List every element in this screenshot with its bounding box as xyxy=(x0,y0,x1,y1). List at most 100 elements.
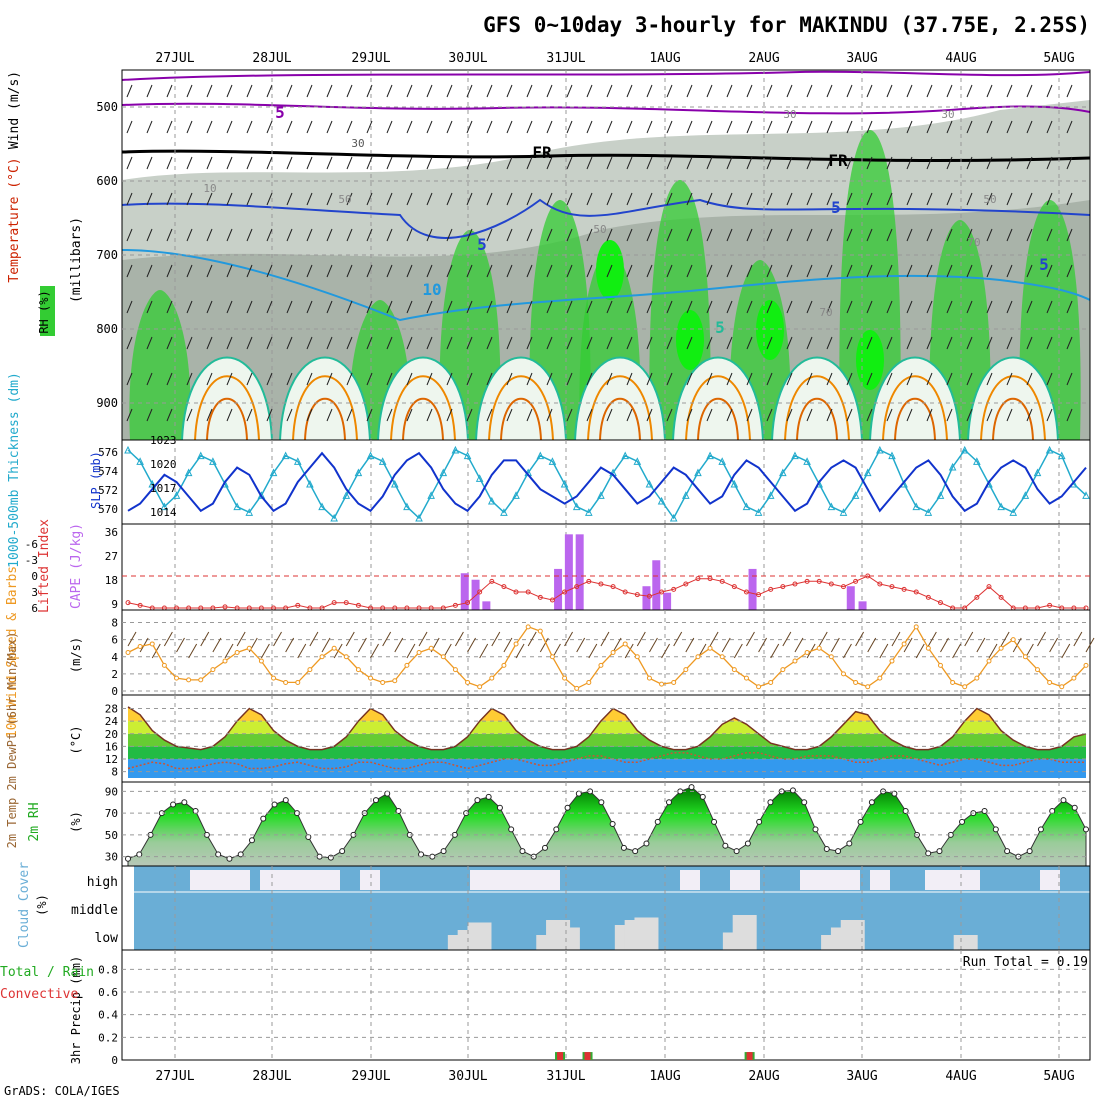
wind-speed-point xyxy=(1034,667,1040,673)
wind-barb xyxy=(846,228,853,242)
high-cloud-gap xyxy=(1040,870,1060,890)
wind-barb xyxy=(146,192,153,206)
wind-barb xyxy=(626,192,633,206)
wind-speed-point xyxy=(125,650,131,655)
wind-barb xyxy=(926,156,933,170)
wind-barb xyxy=(226,372,233,386)
wind-barb xyxy=(226,408,233,422)
wind-barb-10m xyxy=(188,643,198,659)
thickness-tick: 576 xyxy=(98,446,118,459)
cape-frame xyxy=(121,523,1091,611)
wind-barb xyxy=(886,372,893,386)
rh-point xyxy=(496,804,503,811)
wind-barb xyxy=(266,264,273,278)
wind-barb xyxy=(266,120,273,134)
rh-point xyxy=(1026,848,1033,855)
lifted-index-point xyxy=(695,576,701,582)
wind-barb xyxy=(806,192,813,206)
wind-speed-point xyxy=(246,645,252,651)
thickness-point xyxy=(415,513,423,522)
wind-barb xyxy=(966,156,973,170)
thickness-point xyxy=(475,474,484,482)
wind-barb xyxy=(686,372,693,386)
cape-bar xyxy=(554,568,563,610)
wind-barb xyxy=(486,264,493,278)
wind-barb xyxy=(246,372,253,386)
lifted-index-point xyxy=(925,594,931,600)
thickness-point xyxy=(973,457,981,465)
lifted-index-point xyxy=(513,589,519,595)
cape-bar xyxy=(663,592,672,610)
rh-point xyxy=(722,842,729,849)
wind-barb xyxy=(726,264,733,278)
wind-barb xyxy=(886,192,893,206)
wind-barb xyxy=(886,156,893,170)
lifted-index-point xyxy=(986,584,992,590)
lifted-index-point xyxy=(598,581,604,587)
wind-barb xyxy=(346,228,353,242)
thickness-point xyxy=(597,491,605,499)
lifted-index-point xyxy=(792,581,798,587)
wind-barb xyxy=(726,120,733,134)
wind-barb xyxy=(946,408,953,422)
wind-barb xyxy=(866,120,873,134)
wind-barb xyxy=(206,408,213,422)
lifted-index-point xyxy=(731,584,737,590)
wind-barb xyxy=(1026,192,1033,206)
wind-barb-10m xyxy=(370,643,379,659)
pressure-tick: 800 xyxy=(96,322,118,336)
wind-barb-10m xyxy=(661,643,671,659)
wind-barb xyxy=(726,84,733,98)
rh-point xyxy=(598,799,605,806)
wind-barb xyxy=(986,408,993,422)
wind-barb xyxy=(986,228,993,242)
wind-barb xyxy=(366,192,373,206)
wind-barb xyxy=(186,156,193,170)
thickness-point xyxy=(330,513,338,522)
wind-barb xyxy=(426,192,433,206)
thickness-point xyxy=(924,508,933,516)
wind-speed-point xyxy=(440,654,446,660)
low-cloud-block xyxy=(840,920,865,950)
wind-speed-point xyxy=(355,667,361,673)
wind-barb xyxy=(326,120,333,134)
wind-barb xyxy=(526,336,533,350)
wind-speed-point xyxy=(283,679,289,685)
thickness-point xyxy=(912,502,921,511)
wind-barb xyxy=(586,156,593,170)
wind-speed-point xyxy=(198,677,204,683)
thickness-point xyxy=(730,479,739,488)
date-label-bottom: 29JUL xyxy=(351,1069,390,1084)
cape-tick: 9 xyxy=(111,598,118,611)
wind-speed-point xyxy=(562,675,568,681)
wind-barb xyxy=(686,300,693,314)
wind-barb xyxy=(166,408,173,422)
wind-barb xyxy=(166,120,173,134)
wind-barb xyxy=(126,264,133,278)
wind-barb xyxy=(566,228,573,242)
thickness-tick: 574 xyxy=(98,465,118,478)
wind-barb xyxy=(126,336,133,350)
wind-barb xyxy=(326,156,333,170)
thickness-point xyxy=(124,445,132,454)
wind-barb-10m xyxy=(1037,631,1046,647)
wind-barb xyxy=(866,264,873,278)
thickness-point xyxy=(378,457,387,465)
lifted-index-point xyxy=(719,578,725,584)
wind-barb-10m xyxy=(673,631,683,647)
wind-barb xyxy=(526,228,533,242)
wind-barb xyxy=(666,408,673,422)
wind-barb xyxy=(386,84,393,98)
wind-barb xyxy=(886,264,893,278)
wind-barb xyxy=(1066,372,1073,386)
wind-barb xyxy=(866,228,873,242)
cape-bar xyxy=(482,601,491,610)
contour-label: 5 xyxy=(477,235,487,254)
wind-speed-point xyxy=(477,684,483,690)
wind-speed-point xyxy=(889,658,895,664)
wind-barb xyxy=(826,156,833,170)
wind-barb xyxy=(786,120,793,134)
wind-speed-point xyxy=(210,667,216,673)
freezing-level-line xyxy=(121,149,1091,162)
